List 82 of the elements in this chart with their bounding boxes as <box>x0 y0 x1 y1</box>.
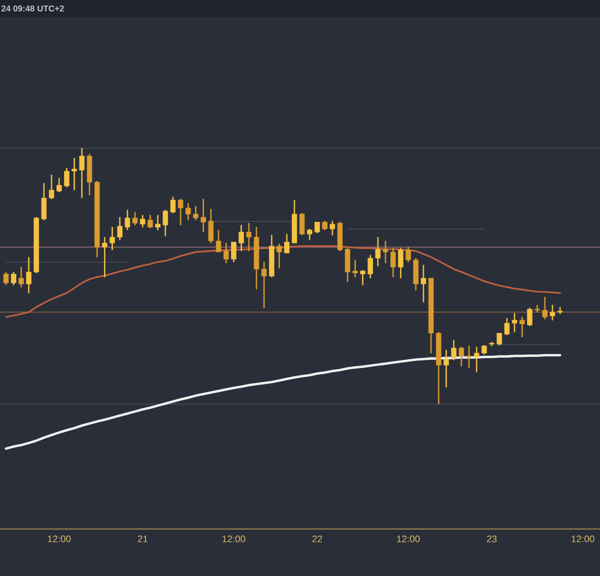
x-tick-label: 21 <box>138 536 148 542</box>
candlestick <box>451 340 456 360</box>
candlestick <box>390 248 396 278</box>
candlestick <box>10 272 16 286</box>
candlestick <box>48 174 54 200</box>
candlestick <box>110 226 115 250</box>
candlestick <box>375 236 381 266</box>
candlestick <box>155 214 160 230</box>
candlestick <box>322 220 328 230</box>
candlestick <box>314 222 320 234</box>
candlestick <box>140 214 146 228</box>
candlestick <box>520 316 525 338</box>
candlestick <box>102 236 108 278</box>
candlestick <box>436 332 442 404</box>
candlestick <box>496 332 502 346</box>
candlestick <box>466 346 472 368</box>
candlestick <box>382 240 388 264</box>
candlestick <box>261 262 267 308</box>
x-tick-label: 12:00 <box>572 536 594 542</box>
candlestick <box>504 318 510 336</box>
candlestick <box>117 216 122 240</box>
candlestick <box>284 234 290 254</box>
candlestick <box>550 304 556 320</box>
candlestick <box>352 260 358 278</box>
candlestick <box>3 272 9 286</box>
candlestick <box>162 210 168 236</box>
candlestick <box>344 248 350 282</box>
candlestick <box>178 198 184 226</box>
candlestick <box>474 346 480 372</box>
candlestick <box>41 182 47 220</box>
candlestick <box>527 308 532 326</box>
candlestick <box>208 208 214 244</box>
candlestick <box>86 154 92 196</box>
candlestick <box>56 178 62 192</box>
candlestick <box>330 220 336 236</box>
candlestick <box>292 200 298 244</box>
candlestick <box>34 216 39 274</box>
candlestick <box>398 248 404 278</box>
candlestick <box>269 234 274 278</box>
candlestick <box>223 242 229 264</box>
candlestick <box>124 210 130 230</box>
candlestick <box>72 158 77 190</box>
candlestick <box>337 222 343 252</box>
candlestick <box>428 278 434 354</box>
candlestick <box>368 254 373 278</box>
text: 24 09:48 UTC+2 <box>2 5 64 12</box>
candlestick <box>216 230 222 252</box>
candlestick <box>132 212 138 226</box>
candlestick <box>246 222 252 252</box>
candlestick <box>200 198 206 232</box>
candlestick <box>458 346 464 366</box>
candlestick <box>512 312 518 332</box>
candlestick <box>186 202 191 220</box>
x-tick-label: 12:00 <box>48 536 71 542</box>
candlestick <box>94 180 100 258</box>
candlestick <box>193 206 198 220</box>
x-tick-label: 22 <box>312 536 322 542</box>
candlestick <box>26 256 32 294</box>
x-tick-label: 12:00 <box>222 536 246 542</box>
candlestick <box>413 258 418 290</box>
candlestick <box>148 214 153 228</box>
candlestick <box>238 224 244 252</box>
x-tick-label: 23 <box>486 536 497 542</box>
x-tick-label: 12:00 <box>397 536 420 542</box>
candlestick <box>406 246 411 262</box>
candlestick <box>420 264 426 302</box>
candlestick <box>534 304 540 312</box>
candlestick <box>79 148 85 198</box>
candlestick <box>299 212 305 236</box>
candlestick <box>557 306 563 314</box>
candlestick <box>444 350 449 388</box>
candlestick <box>64 168 70 188</box>
candlestick <box>18 266 24 288</box>
candlestick <box>231 242 236 262</box>
candlestick <box>254 226 260 290</box>
candlestick <box>276 244 282 268</box>
candlestick <box>542 296 548 320</box>
candlestick <box>489 342 494 346</box>
candlestick <box>306 228 312 240</box>
candlestick <box>360 270 366 286</box>
candlestick <box>482 344 487 354</box>
candlestick <box>170 196 176 214</box>
